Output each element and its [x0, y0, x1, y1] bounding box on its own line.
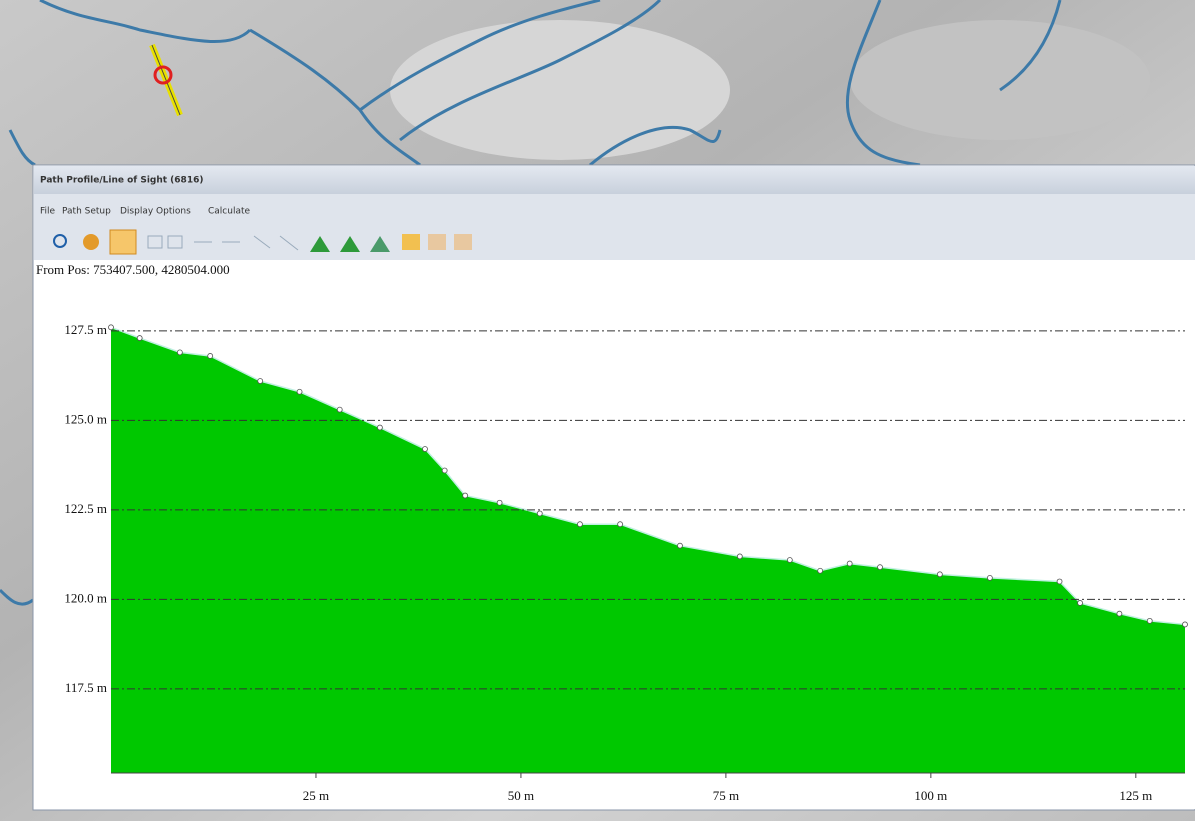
profile-vertex: [497, 500, 502, 505]
profile-vertex: [1117, 611, 1122, 616]
profile-vertex: [737, 554, 742, 559]
profile-vertex: [137, 336, 142, 341]
profile-vertex: [537, 511, 542, 516]
x-tick-label: 100 m: [914, 788, 947, 803]
x-tick-label: 75 m: [713, 788, 739, 803]
tool-measure[interactable]: [110, 230, 136, 254]
profile-vertex: [1183, 622, 1188, 627]
y-tick-label: 125.0 m: [64, 411, 107, 426]
profile-vertex: [577, 522, 582, 527]
profile-vertex: [677, 543, 682, 548]
tool[interactable]: [428, 234, 446, 250]
profile-vertex: [442, 468, 447, 473]
profile-vertex: [109, 325, 114, 330]
profile-vertex: [878, 565, 883, 570]
x-tick-label: 25 m: [303, 788, 329, 803]
menu-item[interactable]: Calculate: [208, 207, 250, 217]
ridge: [850, 20, 1150, 140]
menu-item[interactable]: Path Setup: [62, 207, 111, 217]
y-tick-label: 122.5 m: [64, 501, 107, 516]
menu-item[interactable]: Display Options: [120, 207, 191, 217]
y-tick-label: 120.0 m: [64, 590, 107, 605]
profile-vertex: [1057, 579, 1062, 584]
profile-vertex: [847, 561, 852, 566]
tool[interactable]: [454, 234, 472, 250]
profile-vertex: [377, 425, 382, 430]
profile-vertex: [1078, 600, 1083, 605]
profile-vertex: [177, 350, 182, 355]
y-tick-label: 127.5 m: [64, 322, 107, 337]
tool[interactable]: [402, 234, 420, 250]
profile-vertex: [937, 572, 942, 577]
profile-vertex: [818, 568, 823, 573]
profile-vertex: [787, 558, 792, 563]
page: {"window": {"title": "Path Profile/Line …: [0, 0, 1195, 821]
profile-vertex: [297, 389, 302, 394]
screen: Path Profile/Line of Sight (6816) File P…: [0, 0, 1195, 821]
menu-item[interactable]: File: [40, 207, 56, 217]
profile-vertex: [463, 493, 468, 498]
profile-vertex: [208, 353, 213, 358]
profile-vertex: [423, 447, 428, 452]
window-title: Path Profile/Line of Sight (6816): [40, 176, 203, 186]
y-tick-label: 117.5 m: [65, 680, 107, 695]
valley: [390, 20, 730, 160]
profile-vertex: [258, 379, 263, 384]
x-tick-label: 50 m: [508, 788, 534, 803]
profile-vertex: [987, 575, 992, 580]
position-text: From Pos: 753407.500, 4280504.000: [36, 262, 230, 277]
tool-pan[interactable]: [83, 234, 99, 250]
profile-vertex: [618, 522, 623, 527]
x-tick-label: 125 m: [1119, 788, 1152, 803]
profile-vertex: [337, 407, 342, 412]
title-bar: [34, 166, 1195, 194]
profile-vertex: [1147, 618, 1152, 623]
menu-toolbar-area: [34, 194, 1195, 260]
